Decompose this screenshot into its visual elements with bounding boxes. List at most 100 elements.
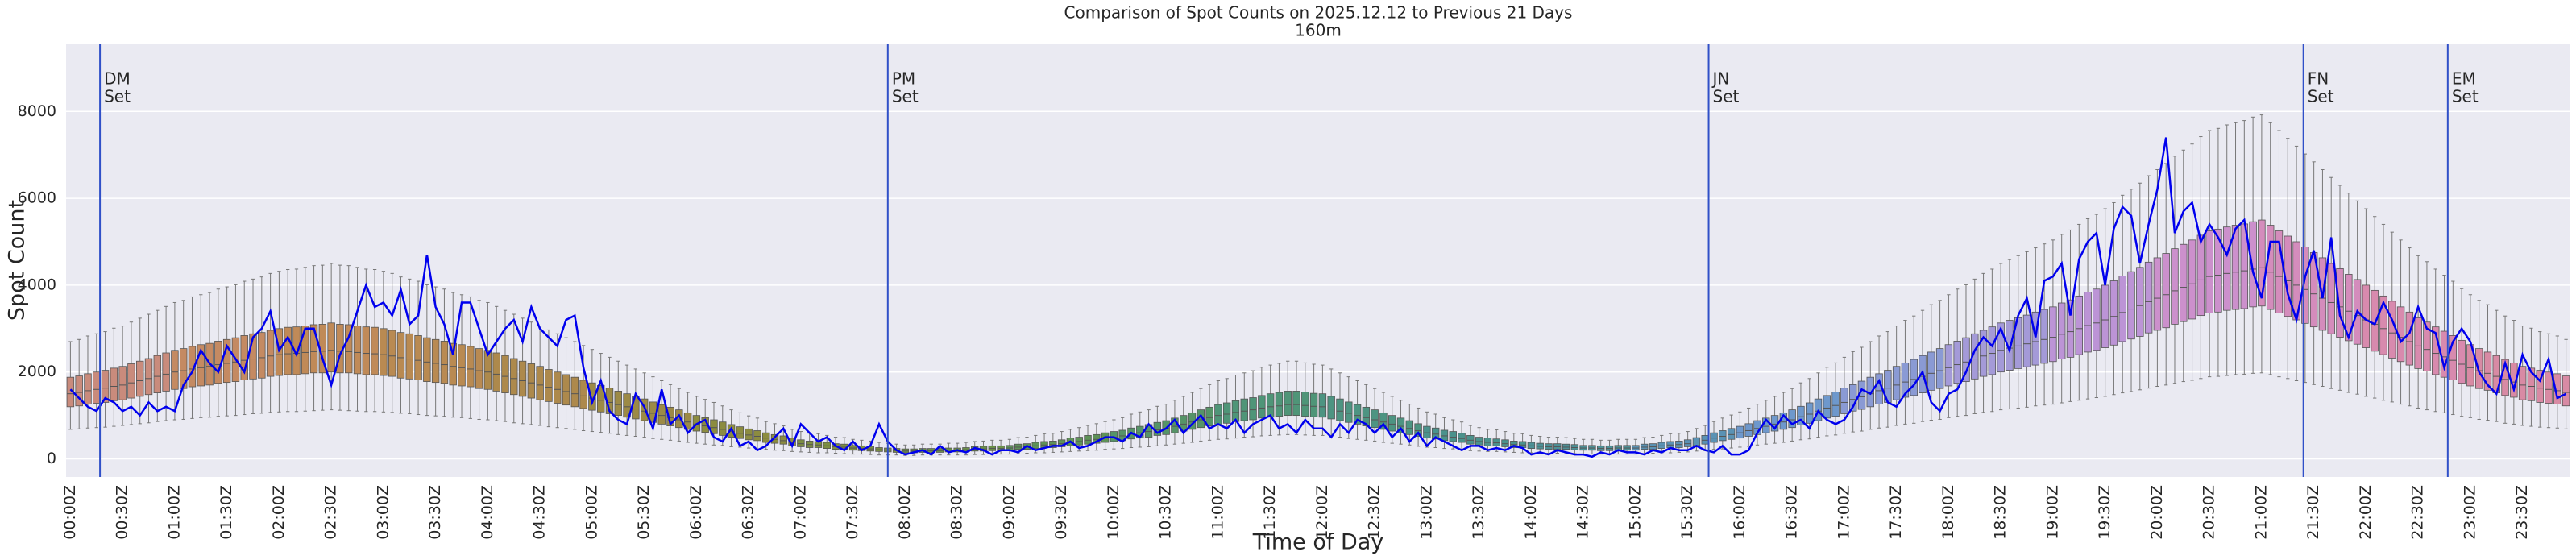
box (2144, 261, 2153, 334)
box (2249, 221, 2257, 308)
box (2196, 234, 2205, 317)
x-tick-label: 15:30Z (1678, 485, 1696, 540)
box (423, 337, 431, 382)
box (2336, 268, 2344, 338)
box (2022, 314, 2031, 367)
box (1910, 359, 1918, 396)
box (1788, 409, 1796, 429)
box (2075, 295, 2083, 355)
box (475, 348, 483, 389)
event-label: Set (892, 87, 919, 106)
box (362, 326, 371, 375)
event-label: Set (104, 87, 131, 106)
x-tick-label: 06:30Z (740, 485, 757, 540)
box (1901, 362, 1910, 398)
box (823, 442, 831, 449)
x-tick-label: 17:30Z (1887, 485, 1905, 540)
box (1823, 395, 1831, 419)
box (1275, 392, 1284, 417)
box (467, 346, 475, 388)
box (570, 376, 579, 408)
x-tick-label: 11:00Z (1209, 485, 1226, 540)
box (353, 326, 362, 375)
box (657, 404, 666, 425)
y-tick-label: 0 (47, 450, 56, 467)
box (75, 375, 83, 407)
box (1527, 442, 1536, 449)
box (371, 326, 379, 375)
x-tick-label: 07:00Z (791, 485, 809, 540)
box (284, 326, 292, 375)
box (1831, 392, 1840, 417)
box (1336, 398, 1344, 421)
x-tick-label: 02:00Z (270, 485, 288, 540)
box (1562, 443, 1570, 450)
box (2231, 225, 2240, 310)
box (745, 428, 753, 441)
box (1710, 432, 1718, 443)
box (1205, 406, 1213, 426)
box (2040, 309, 2048, 364)
x-tick-label: 19:00Z (2043, 485, 2061, 540)
box (2275, 230, 2284, 313)
event-label: DM (104, 69, 131, 89)
box (623, 393, 631, 418)
box (596, 385, 605, 413)
x-tick-label: 09:00Z (1000, 485, 1018, 540)
box (1997, 322, 2005, 373)
box (2527, 367, 2536, 401)
box (614, 391, 622, 417)
x-tick-label: 21:00Z (2252, 485, 2270, 540)
box (2483, 351, 2492, 391)
box (1423, 425, 1431, 439)
box (1266, 393, 1275, 418)
box (1031, 442, 1039, 449)
box (1979, 330, 1988, 377)
box (1797, 405, 1805, 425)
box (162, 352, 170, 392)
x-tick-label: 05:30Z (635, 485, 653, 540)
box (1953, 341, 1961, 384)
y-tick-label: 2000 (18, 363, 56, 380)
box (2180, 243, 2188, 322)
x-tick-label: 14:30Z (1574, 485, 1592, 540)
box (1284, 391, 1292, 417)
box (2109, 280, 2118, 346)
box (101, 370, 110, 403)
x-tick-label: 03:30Z (426, 485, 444, 540)
x-tick-label: 14:00Z (1522, 485, 1540, 540)
box (2057, 302, 2066, 359)
box (1014, 443, 1023, 450)
box (1892, 366, 1901, 400)
box (1483, 438, 1492, 446)
box (579, 380, 587, 409)
box (666, 406, 674, 426)
plot-area (66, 44, 2570, 477)
box (510, 358, 518, 396)
box (1719, 430, 1727, 442)
box (431, 338, 440, 384)
x-tick-label: 00:00Z (61, 485, 79, 540)
box (2093, 288, 2101, 351)
box (2423, 321, 2431, 372)
box (545, 369, 553, 402)
x-tick-label: 01:30Z (218, 485, 235, 540)
box (527, 363, 536, 399)
y-tick-label: 4000 (18, 276, 56, 293)
x-axis-label: Time of Day (1252, 530, 1384, 555)
box (380, 328, 388, 376)
box (2136, 267, 2144, 337)
box (197, 344, 205, 387)
box (710, 419, 718, 434)
box (2345, 274, 2353, 342)
box (1405, 420, 1414, 435)
x-tick-label: 21:30Z (2304, 485, 2322, 540)
box (153, 355, 162, 393)
x-tick-label: 20:00Z (2148, 485, 2166, 540)
x-tick-label: 17:00Z (1835, 485, 1852, 540)
box (1475, 437, 1483, 446)
x-tick-label: 07:30Z (844, 485, 861, 540)
x-tick-label: 13:00Z (1417, 485, 1435, 540)
box (110, 367, 118, 401)
